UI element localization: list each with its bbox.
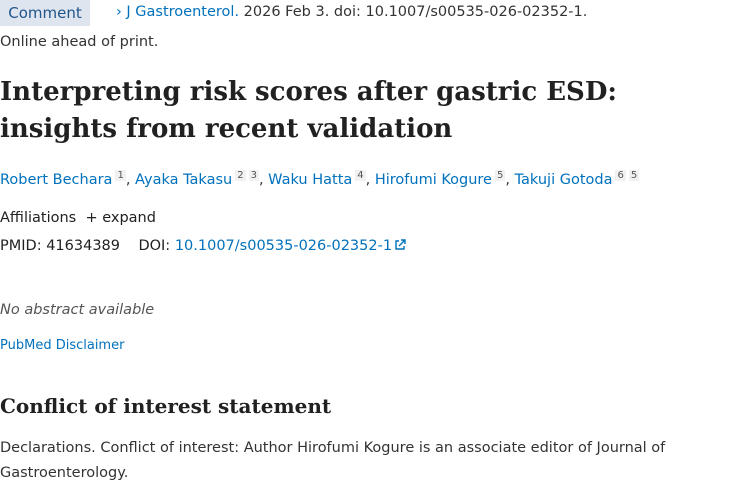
doi-link[interactable]: 10.1007/s00535-026-02352-1	[175, 238, 406, 254]
coi-heading: Conflict of interest statement	[0, 394, 332, 418]
affiliations-label: Affiliations	[0, 210, 77, 226]
author-link[interactable]: Waku Hatta	[268, 172, 353, 188]
affiliation-ref[interactable]: 5	[628, 170, 640, 181]
affiliation-ref[interactable]: 1	[115, 170, 126, 181]
pmid-value: 41634389	[46, 238, 121, 254]
affiliations: Affiliations + expand	[0, 210, 156, 226]
author-list: Robert Bechara 1, Ayaka Takasu 2 3, Waku Ha…	[0, 170, 640, 188]
publication-status: Online ahead of print.	[0, 34, 159, 50]
affiliation-ref[interactable]: 4	[355, 170, 366, 181]
author-link[interactable]: Robert Bechara	[0, 172, 113, 188]
doi-label: DOI:	[138, 238, 171, 254]
journal-name: J Gastroenterol.	[126, 4, 240, 20]
doi-value: 10.1007/s00535-026-02352-1	[174, 238, 393, 254]
citation-details: 2026 Feb 3. doi: 10.1007/s00535-026-0235…	[239, 4, 588, 20]
journal-link[interactable]: › J Gastroenterol.	[116, 4, 239, 20]
identifiers: PMID: 41634389 DOI: 10.1007/s00535-026-0…	[0, 238, 406, 254]
affiliation-ref[interactable]: 2	[235, 170, 246, 181]
citation: › J Gastroenterol. 2026 Feb 3. doi: 10.1…	[116, 4, 587, 20]
chevron-right-icon: ›	[116, 4, 122, 20]
pmid-label: PMID:	[0, 238, 42, 254]
coi-text: Declarations. Conflict of interest: Auth…	[0, 440, 666, 481]
external-link-icon	[395, 239, 406, 250]
expand-affiliations-button[interactable]: + expand	[85, 210, 156, 226]
author-link[interactable]: Hirofumi Kogure	[374, 172, 492, 188]
article-title: Interpreting risk scores after gastric E…	[0, 77, 617, 144]
affiliation-ref[interactable]: 3	[248, 170, 259, 181]
pubmed-disclaimer-link[interactable]: PubMed Disclaimer	[0, 338, 125, 353]
author-link[interactable]: Ayaka Takasu	[135, 172, 233, 188]
affiliation-ref[interactable]: 5	[494, 170, 506, 181]
author-link[interactable]: Takuji Gotoda	[514, 172, 613, 188]
affiliation-ref[interactable]: 6	[615, 170, 626, 181]
comment-button[interactable]: Comment	[0, 0, 90, 26]
no-abstract-text: No abstract available	[0, 302, 155, 318]
